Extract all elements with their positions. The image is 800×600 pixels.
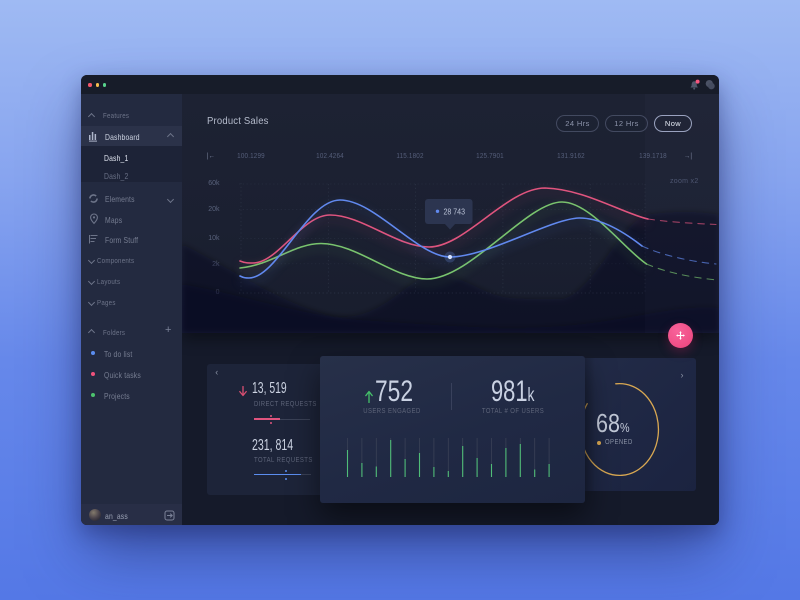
svg-text:28 743: 28 743	[444, 207, 466, 217]
